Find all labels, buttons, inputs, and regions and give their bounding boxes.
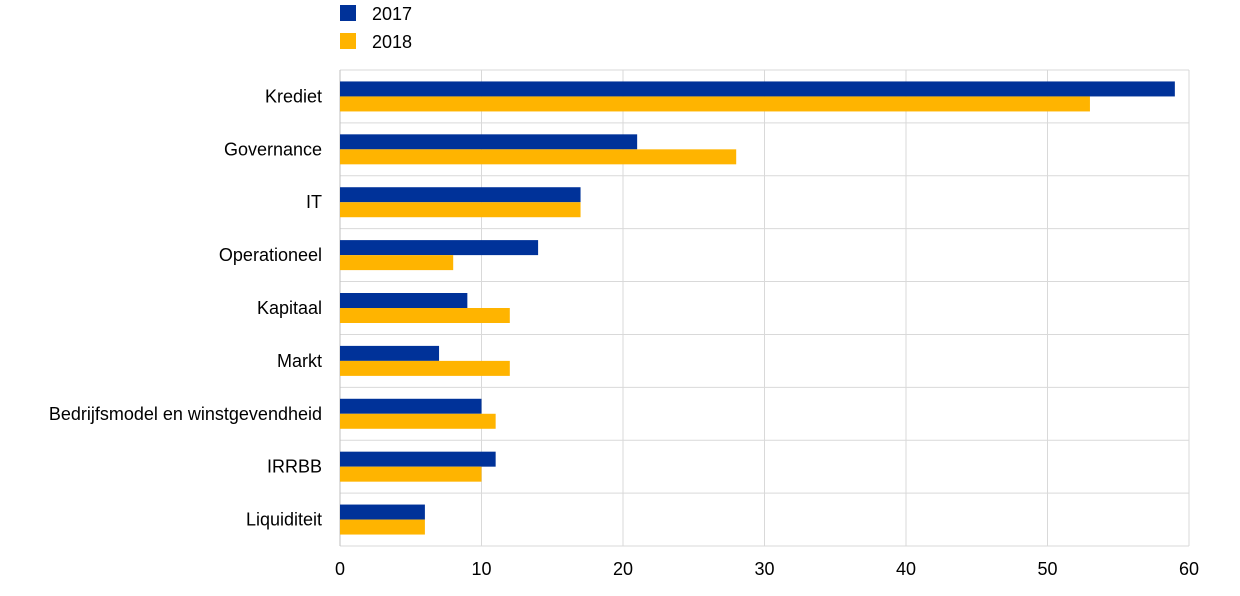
bar-2017-governance [340, 134, 638, 150]
bar-2017-liquiditeit [340, 504, 425, 520]
bar-2018-liquiditeit [340, 519, 425, 535]
bar-2018-it [340, 202, 581, 218]
bar-2018-operationeel [340, 255, 454, 271]
legend-swatch-2018 [340, 33, 356, 49]
bar-2017-markt [340, 345, 440, 361]
bar-2018-markt [340, 360, 510, 376]
category-label: Markt [277, 351, 322, 371]
bar-2017-kapitaal [340, 293, 468, 308]
category-label: IRRBB [267, 457, 322, 477]
bar-2017-irrbb [340, 451, 496, 467]
bar-2017-bedrijfsmodel-en-winstgevendheid [340, 398, 482, 414]
bar-2017-it [340, 187, 581, 203]
category-label: Operationeel [219, 245, 322, 265]
x-tick-label: 0 [335, 559, 345, 579]
category-label: IT [306, 192, 322, 212]
bar-2018-irrbb [340, 466, 482, 482]
legend-swatch-2017 [340, 5, 356, 21]
x-tick-label: 10 [471, 559, 491, 579]
x-axis-tick-labels: 0 10 20 30 40 50 60 [335, 559, 1199, 579]
legend: 2017 2018 [340, 4, 412, 52]
category-label: Kapitaal [257, 298, 322, 318]
bar-2017-operationeel [340, 240, 539, 256]
category-label: Bedrijfsmodel en winstgevendheid [49, 404, 322, 424]
bar-2018-governance [340, 149, 737, 165]
x-tick-label: 20 [613, 559, 633, 579]
x-tick-label: 50 [1037, 559, 1057, 579]
category-label: Governance [224, 139, 322, 159]
category-label: Krediet [265, 86, 322, 106]
bar-2018-kapitaal [340, 308, 510, 323]
legend-label-2017: 2017 [372, 4, 412, 24]
y-axis-labels: Krediet Governance IT Operationeel Kapitaal M… [49, 86, 322, 529]
category-label: Liquiditeit [246, 510, 322, 530]
x-tick-label: 30 [754, 559, 774, 579]
bar-2018-bedrijfsmodel-en-winstgevendheid [340, 413, 496, 429]
bar-2017-krediet [340, 81, 1175, 97]
x-tick-label: 40 [896, 559, 916, 579]
bar-2018-krediet [340, 96, 1090, 112]
x-tick-label: 60 [1179, 559, 1199, 579]
legend-label-2018: 2018 [372, 32, 412, 52]
bars [340, 81, 1175, 535]
